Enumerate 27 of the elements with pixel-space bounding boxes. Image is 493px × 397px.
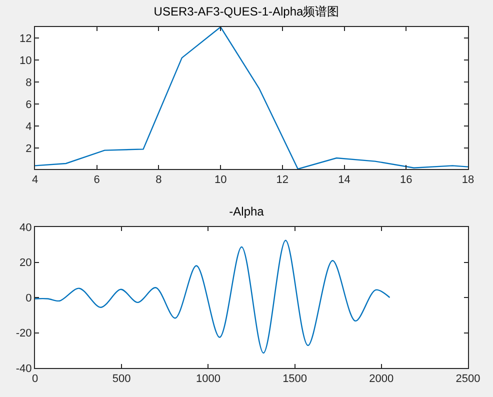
x-tick-label: 500 bbox=[112, 373, 131, 386]
x-tick-label: 14 bbox=[338, 174, 350, 186]
y-tick-label: 10 bbox=[20, 54, 32, 67]
x-tick-label: 1000 bbox=[196, 373, 220, 386]
x-tick-label: 6 bbox=[94, 174, 100, 186]
x-tick-label: 8 bbox=[156, 174, 162, 186]
x-tick-label: 1500 bbox=[282, 373, 308, 386]
chart-title: USER3-AF3-QUES-1-Alpha频谱图 bbox=[154, 4, 340, 18]
line-series bbox=[35, 240, 390, 354]
line-series bbox=[35, 27, 468, 169]
x-tick-label: 16 bbox=[400, 174, 412, 186]
y-tick-label: 2 bbox=[26, 142, 32, 155]
y-tick-label: -20 bbox=[16, 328, 32, 340]
y-tick-label: 40 bbox=[20, 222, 32, 234]
y-tick-label: 0 bbox=[26, 292, 32, 304]
y-tick-label: 6 bbox=[26, 98, 32, 111]
x-tick-label: 18 bbox=[462, 174, 474, 186]
y-tick-label: 4 bbox=[26, 120, 32, 133]
chart-title: -Alpha bbox=[229, 204, 264, 218]
x-tick-label: 2000 bbox=[369, 373, 394, 386]
y-tick-label: -40 bbox=[16, 362, 32, 375]
x-tick-label: 2500 bbox=[456, 373, 480, 386]
y-tick-label: 12 bbox=[20, 32, 32, 45]
y-tick-label: 8 bbox=[26, 76, 32, 89]
x-tick-label: 12 bbox=[276, 174, 289, 186]
x-tick-label: 10 bbox=[214, 174, 227, 186]
y-tick-label: 20 bbox=[20, 257, 32, 270]
